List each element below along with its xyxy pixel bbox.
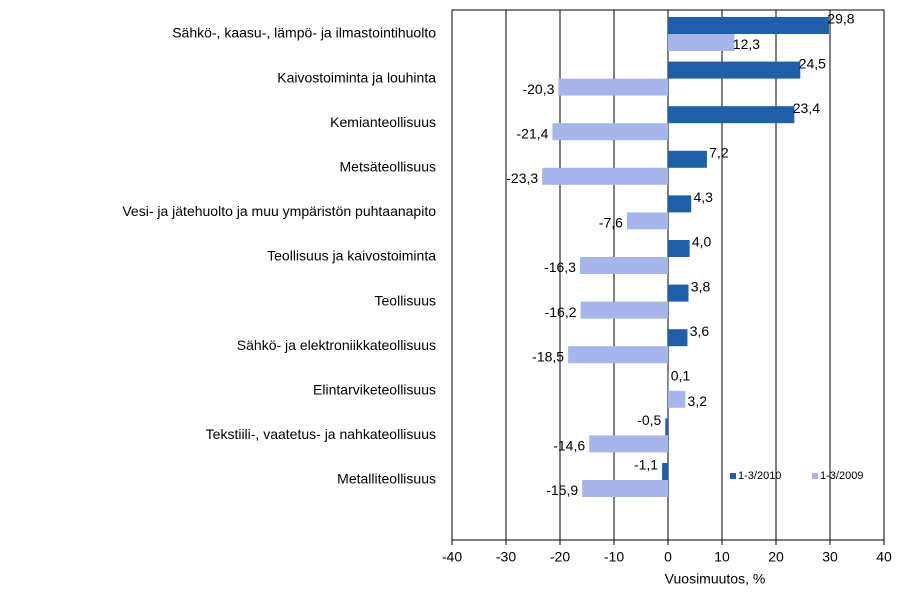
value-label: 3,8 bbox=[691, 278, 711, 294]
value-label: -21,4 bbox=[517, 125, 549, 141]
bar bbox=[558, 78, 668, 96]
bar bbox=[668, 390, 686, 408]
y-tick-label: Kaivostoiminta ja louhinta bbox=[277, 69, 436, 85]
x-tick-label: -40 bbox=[442, 549, 462, 565]
bar bbox=[589, 435, 668, 453]
x-tick-label: 0 bbox=[664, 549, 672, 565]
bar bbox=[668, 34, 735, 51]
y-tick-label: Metalliteollisuus bbox=[337, 471, 436, 487]
legend-swatch bbox=[730, 473, 736, 479]
x-tick-label: 30 bbox=[822, 549, 838, 565]
bar bbox=[580, 301, 668, 319]
value-label: -18,5 bbox=[532, 348, 564, 364]
bar bbox=[668, 150, 707, 168]
y-tick-label: Elintarviketeollisuus bbox=[313, 382, 436, 398]
value-label: -0,5 bbox=[637, 412, 661, 428]
value-label: 12,3 bbox=[733, 36, 760, 52]
y-tick-label: Teollisuus ja kaivostoiminta bbox=[267, 248, 436, 264]
x-tick-label: 20 bbox=[768, 549, 784, 565]
bar bbox=[668, 195, 692, 213]
y-tick-label: Metsäteollisuus bbox=[340, 159, 437, 175]
value-label: -1,1 bbox=[634, 457, 658, 473]
value-label: -20,3 bbox=[522, 81, 554, 97]
x-tick-label: -30 bbox=[496, 549, 516, 565]
value-label: -16,2 bbox=[545, 304, 577, 320]
value-label: 7,2 bbox=[709, 145, 729, 161]
y-tick-label: Kemianteollisuus bbox=[330, 114, 436, 130]
legend-label: 1-3/2010 bbox=[738, 470, 781, 482]
bar bbox=[668, 284, 689, 302]
bar bbox=[665, 418, 668, 436]
bar bbox=[568, 346, 668, 364]
value-label: 3,2 bbox=[688, 393, 708, 409]
bar bbox=[542, 167, 668, 185]
legend-label: 1-3/2009 bbox=[820, 470, 863, 482]
value-label: -14,6 bbox=[553, 438, 585, 454]
x-tick-label: -20 bbox=[550, 549, 570, 565]
bar bbox=[668, 373, 669, 391]
bar bbox=[582, 480, 668, 497]
x-tick-label: 40 bbox=[876, 549, 892, 565]
x-axis-title: Vuosimuutos, % bbox=[665, 571, 766, 587]
value-label: 4,0 bbox=[692, 234, 712, 250]
bar bbox=[668, 106, 795, 124]
value-label: -23,3 bbox=[506, 170, 538, 186]
bar bbox=[579, 257, 668, 274]
value-label: 23,4 bbox=[793, 100, 820, 116]
value-label: 0,1 bbox=[671, 368, 691, 384]
value-label: -15,9 bbox=[546, 482, 578, 498]
legend-swatch bbox=[812, 473, 818, 479]
value-label: 29,8 bbox=[827, 11, 854, 27]
value-label: 4,3 bbox=[693, 189, 713, 205]
bar bbox=[552, 123, 668, 141]
value-label: -7,6 bbox=[599, 215, 623, 231]
value-label: 3,6 bbox=[690, 323, 710, 339]
bar bbox=[668, 17, 829, 34]
y-tick-label: Sähkö-, kaasu-, lämpö- ja ilmastointihuo… bbox=[172, 25, 436, 41]
bar bbox=[668, 329, 688, 347]
bar bbox=[626, 212, 668, 230]
value-label: 24,5 bbox=[799, 55, 826, 71]
y-tick-label: Tekstiili-, vaatetus- ja nahkateollisuus bbox=[206, 426, 436, 442]
y-tick-label: Teollisuus bbox=[375, 292, 436, 308]
x-tick-label: 10 bbox=[714, 549, 730, 565]
y-tick-label: Sähkö- ja elektroniikkateollisuus bbox=[237, 337, 436, 353]
bar bbox=[668, 240, 690, 257]
bar bbox=[662, 463, 668, 480]
x-tick-label: -10 bbox=[604, 549, 624, 565]
y-tick-label: Vesi- ja jätehuolto ja muu ympäristön pu… bbox=[122, 203, 436, 219]
bar bbox=[668, 61, 801, 79]
value-label: -16,3 bbox=[544, 259, 576, 275]
